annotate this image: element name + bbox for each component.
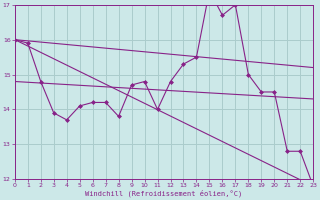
X-axis label: Windchill (Refroidissement éolien,°C): Windchill (Refroidissement éolien,°C) bbox=[85, 190, 243, 197]
